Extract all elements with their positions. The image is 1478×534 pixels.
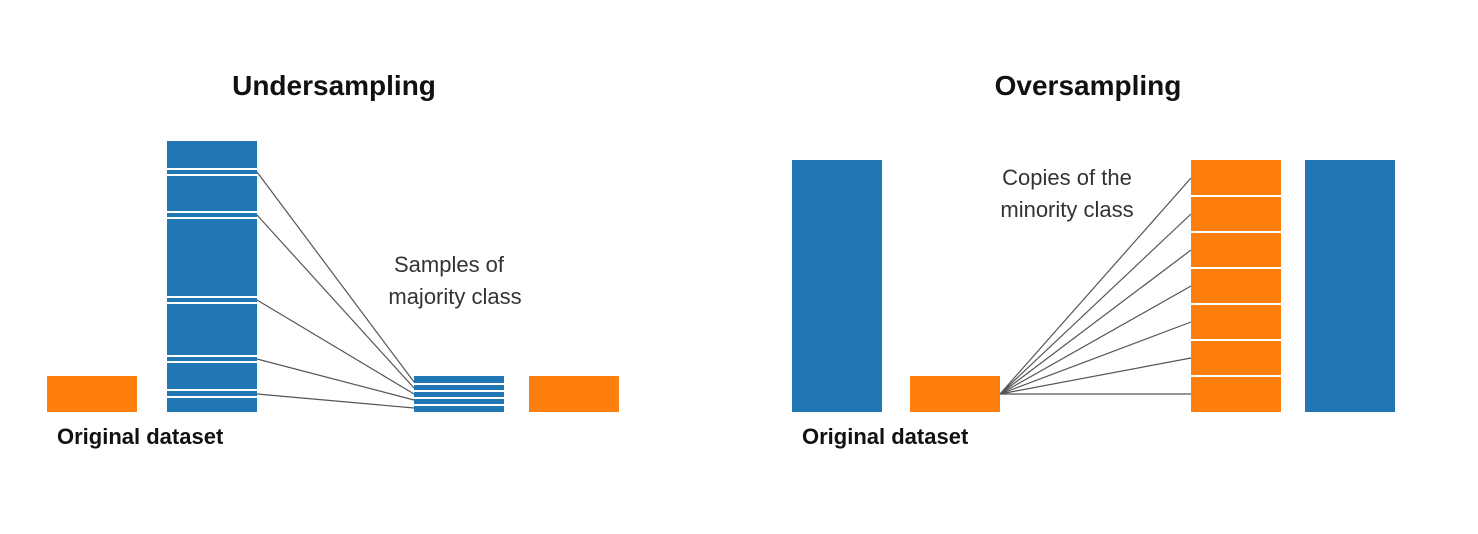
- undersampling-title: Undersampling: [232, 70, 436, 101]
- oversampled-minority-bar: [1191, 160, 1281, 412]
- oversampling-majority-bar: [1305, 160, 1395, 412]
- sample-connector: [256, 214, 415, 389]
- sample-connector: [256, 171, 415, 383]
- copy-connector: [999, 177, 1192, 395]
- undersampling-original-minority-bar: [47, 376, 137, 412]
- sample-connector: [256, 299, 415, 395]
- sample-connector: [256, 358, 415, 401]
- undersampling-annotation-line2: majority class: [388, 284, 521, 309]
- undersampling-caption: Original dataset: [57, 424, 224, 449]
- copy-connector: [999, 357, 1192, 395]
- oversampling-title: Oversampling: [995, 70, 1182, 101]
- undersampling-annotation-line1: Samples of: [394, 252, 505, 277]
- oversampling-original-majority-bar: [792, 160, 882, 412]
- oversampling-annotation-line2: minority class: [1000, 197, 1133, 222]
- copy-connector: [999, 249, 1192, 395]
- undersampling-majority-bar: [167, 141, 257, 412]
- sample-connector: [256, 393, 415, 409]
- copy-connector: [999, 213, 1192, 395]
- oversampling-panel: Oversampling Copies of the minority clas…: [792, 70, 1395, 449]
- oversampling-caption: Original dataset: [802, 424, 969, 449]
- undersampling-minority-bar: [529, 376, 619, 412]
- oversampling-original-minority-bar: [910, 376, 1000, 412]
- copy-connector: [999, 321, 1192, 395]
- undersampled-majority-bar: [414, 376, 504, 412]
- undersampling-panel: Undersampling Samples of majority class: [47, 70, 619, 449]
- copy-connector: [999, 285, 1192, 395]
- oversampling-annotation-line1: Copies of the: [1002, 165, 1132, 190]
